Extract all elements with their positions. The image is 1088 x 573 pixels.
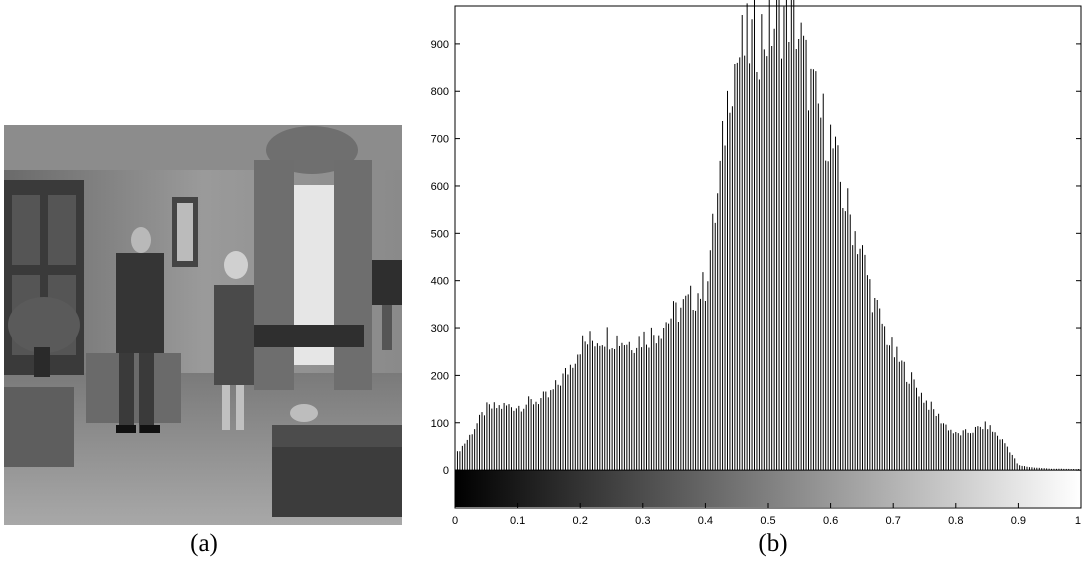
lamp-shade (372, 260, 402, 305)
vase (34, 347, 50, 377)
painting-canvas (177, 203, 193, 261)
x-tick-label: 0.3 (635, 515, 650, 527)
grayscale-colorbar (455, 470, 1081, 507)
door-panel (48, 195, 76, 265)
flower-arrangement (8, 297, 80, 353)
histogram-bars (454, 0, 1082, 471)
y-tick-label: 900 (431, 39, 449, 51)
curtain-left (254, 160, 294, 390)
man-figure (116, 227, 164, 433)
x-tick-label: 0 (452, 515, 458, 527)
y-tick-label: 300 (431, 323, 449, 335)
y-tick-label: 0 (443, 465, 449, 477)
armchair-left (4, 387, 74, 467)
x-tick-label: 0.2 (573, 515, 588, 527)
curtain-right (334, 160, 372, 390)
plot-frame (454, 5, 1082, 509)
x-tick-label: 0.8 (948, 515, 963, 527)
y-tick-label: 200 (431, 370, 449, 382)
desk (272, 404, 402, 517)
x-axis: 0 0.1 0.2 0.3 0.4 0.5 0.6 0.7 0.8 0.9 1 (452, 503, 1082, 527)
lamp-base (382, 305, 392, 350)
x-tick-label: 0.4 (698, 515, 713, 527)
x-tick-label: 0.6 (823, 515, 838, 527)
living-room-photo (4, 125, 402, 525)
door-panel (12, 195, 40, 265)
y-tick-label: 100 (431, 418, 449, 430)
dining-table (254, 325, 364, 347)
y-tick-label: 400 (431, 276, 449, 288)
woman-figure (214, 251, 254, 430)
y-tick-label: 800 (431, 86, 449, 98)
y-axis: 0 100 200 300 400 500 600 700 800 900 (431, 39, 1081, 477)
x-tick-label: 0.7 (886, 515, 901, 527)
y-tick-label: 700 (431, 134, 449, 146)
x-tick-label: 1 (1075, 515, 1081, 527)
y-tick-label: 500 (431, 228, 449, 240)
x-tick-label: 0.1 (510, 515, 525, 527)
y-tick-label: 600 (431, 181, 449, 193)
caption-panel-b: (b) (758, 530, 788, 557)
telephone (290, 404, 318, 422)
x-tick-label: 0.5 (760, 515, 775, 527)
x-tick-label: 0.9 (1011, 515, 1026, 527)
grayscale-photo (4, 125, 402, 525)
caption-panel-a: (a) (190, 530, 218, 557)
